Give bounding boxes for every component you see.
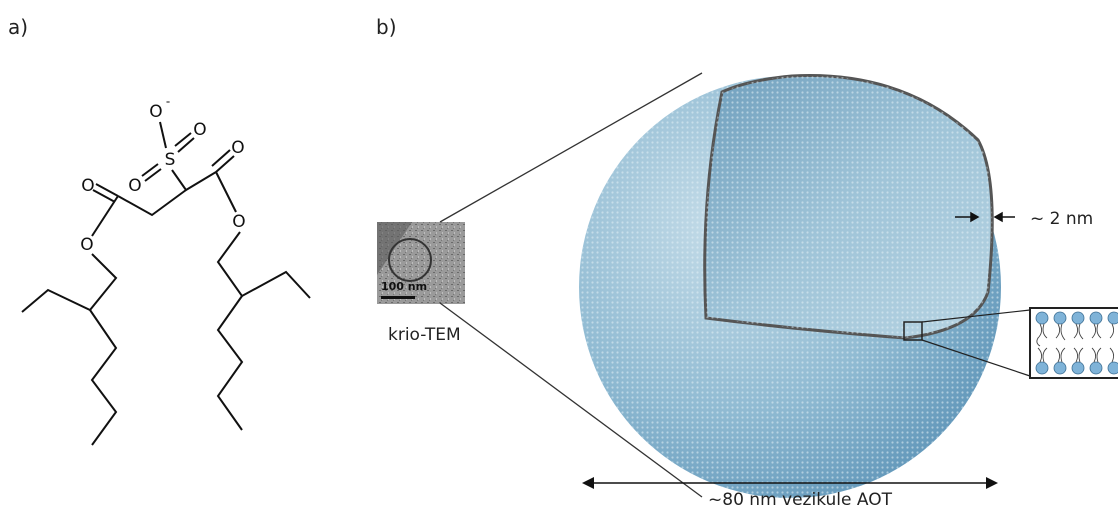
bond [218,232,310,298]
bond [142,164,161,181]
atom: O [193,120,206,140]
bilayer [1030,308,1118,378]
diameter-label: ~80 nm vezikule AOT [708,490,893,510]
bond [172,170,216,190]
atom: O [231,138,244,158]
charge: - [166,95,170,109]
vesicle [579,76,1030,498]
bond [93,184,118,202]
bond [90,310,116,445]
bond [175,133,194,152]
panel-label: a) [8,15,28,39]
figure: a) O - S O O O O O O b) 100 nm krio-TEM … [0,0,1118,513]
atom: O [128,176,141,196]
thickness-label: ~ 2 nm [1030,209,1093,229]
tem-caption: krio-TEM [388,325,461,345]
atom: O [149,102,162,122]
atom: S [165,150,176,170]
atom: O [232,212,245,232]
scale-label: 100 nm [381,280,427,293]
panel-label: b) [376,15,397,39]
scale-bar [381,296,415,299]
bond [160,122,166,148]
atom: O [80,235,93,255]
molecule: O - S O O O O O O [22,95,310,446]
bond [22,254,116,312]
bond [216,172,236,212]
tem-image: 100 nm [377,222,465,304]
bond [92,196,118,236]
bond [218,296,242,430]
atom: O [81,176,94,196]
